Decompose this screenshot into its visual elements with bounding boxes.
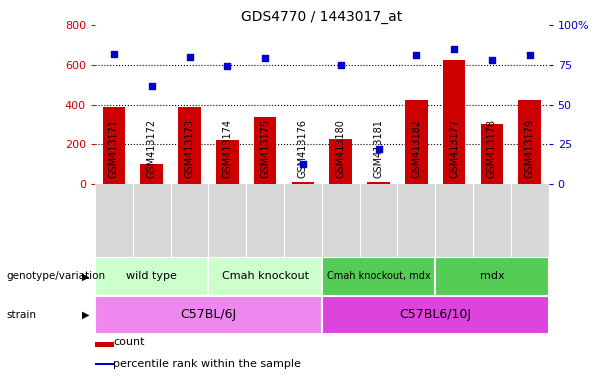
Text: mdx: mdx [479,271,504,281]
Point [223,63,232,70]
Bar [435,257,549,296]
Point [147,83,156,89]
Point [373,146,384,152]
Text: genotype/variation: genotype/variation [6,271,105,281]
Bar [216,141,238,184]
Bar [443,60,465,184]
Text: Cmah knockout, mdx: Cmah knockout, mdx [327,271,430,281]
Text: ▶: ▶ [82,271,89,281]
Point [449,46,459,52]
Bar [208,257,322,296]
Point [525,52,535,58]
Point [260,55,270,61]
Text: wild type: wild type [126,271,177,281]
Point [336,62,346,68]
Bar [322,257,435,296]
Text: C57BL6/10J: C57BL6/10J [399,308,471,321]
Bar [405,100,428,184]
Bar [481,124,503,184]
Text: percentile rank within the sample: percentile rank within the sample [113,359,301,369]
Text: count: count [113,338,145,348]
Point [487,57,497,63]
Text: C57BL/6J: C57BL/6J [180,308,237,321]
Bar [95,343,114,346]
Bar [367,182,390,184]
Bar [254,117,276,184]
Text: Cmah knockout: Cmah knockout [222,271,308,281]
Text: ▶: ▶ [82,310,89,320]
Bar [519,100,541,184]
Bar [102,107,125,184]
Bar [140,164,163,184]
Point [109,51,119,57]
Bar [95,362,114,366]
Point [185,54,194,60]
Point [298,161,308,167]
Bar [95,296,322,334]
Point [411,52,421,58]
Title: GDS4770 / 1443017_at: GDS4770 / 1443017_at [241,10,403,24]
Text: strain: strain [6,310,36,320]
Bar [292,182,314,184]
Bar [322,296,549,334]
Bar [95,257,208,296]
Bar [178,107,201,184]
Bar [329,139,352,184]
